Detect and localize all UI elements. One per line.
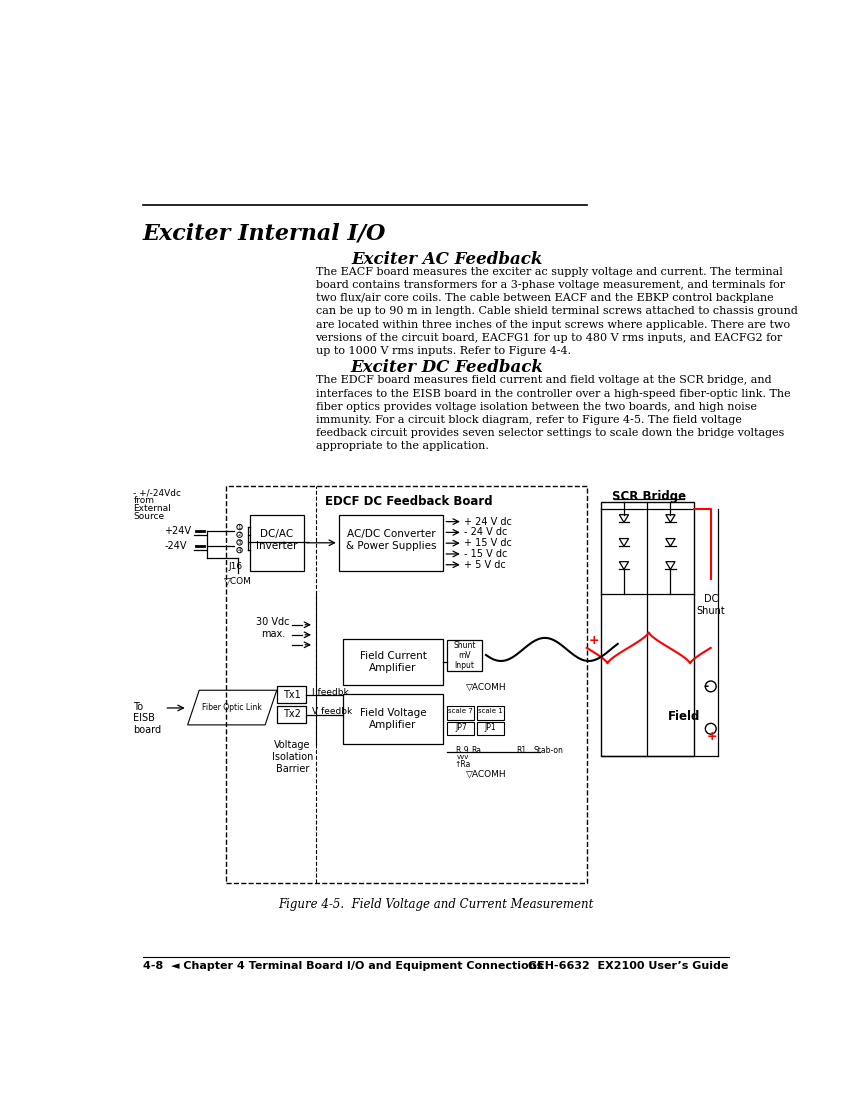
Text: + 5 V dc: + 5 V dc <box>464 560 506 570</box>
Text: 1: 1 <box>238 525 241 529</box>
Text: -: - <box>703 680 708 693</box>
Text: 30 Vdc
max.: 30 Vdc max. <box>256 617 290 639</box>
Bar <box>250 515 303 571</box>
Text: 4: 4 <box>238 548 241 552</box>
Text: - 24 V dc: - 24 V dc <box>464 527 507 538</box>
Text: DC
Shunt: DC Shunt <box>696 594 725 616</box>
Bar <box>601 502 694 756</box>
Text: 3: 3 <box>238 540 241 544</box>
Text: JP1: JP1 <box>484 724 496 733</box>
Text: V feedbk: V feedbk <box>312 706 352 715</box>
Text: I feedbk: I feedbk <box>312 689 348 697</box>
Text: ▽ACOMH: ▽ACOMH <box>466 682 507 692</box>
Text: Field: Field <box>668 710 700 723</box>
Text: Field Current
Amplifier: Field Current Amplifier <box>360 651 427 672</box>
Text: R1: R1 <box>516 747 526 756</box>
Bar <box>339 515 444 571</box>
Text: Shunt
mV
Input: Shunt mV Input <box>453 640 476 671</box>
Text: +: + <box>588 634 599 647</box>
Text: GEH-6632  EX2100 User’s Guide: GEH-6632 EX2100 User’s Guide <box>528 961 728 971</box>
Text: + 24 V dc: + 24 V dc <box>464 517 513 527</box>
Text: Figure 4-5.  Field Voltage and Current Measurement: Figure 4-5. Field Voltage and Current Me… <box>278 898 593 911</box>
Text: -24V: -24V <box>164 541 187 551</box>
Text: JP7: JP7 <box>455 724 467 733</box>
Text: Fiber Optic Link: Fiber Optic Link <box>202 704 262 713</box>
Text: scale 7: scale 7 <box>449 708 473 714</box>
Text: External: External <box>133 504 171 513</box>
Bar <box>447 722 474 735</box>
Text: Exciter AC Feedback: Exciter AC Feedback <box>352 252 543 268</box>
Bar <box>277 706 306 723</box>
Bar <box>343 694 444 745</box>
Text: - +/-24Vdc: - +/-24Vdc <box>133 488 181 497</box>
Text: AC/DC Converter
& Power Supplies: AC/DC Converter & Power Supplies <box>346 529 436 550</box>
Text: R 9: R 9 <box>456 747 469 756</box>
Text: Tx1: Tx1 <box>282 690 300 700</box>
Bar <box>447 706 474 719</box>
Text: Stab-on: Stab-on <box>533 747 563 756</box>
Text: Ra: Ra <box>471 747 481 756</box>
Text: +24V: +24V <box>164 526 191 536</box>
Text: Tx2: Tx2 <box>282 710 300 719</box>
Text: Field Voltage
Amplifier: Field Voltage Amplifier <box>360 708 427 730</box>
Text: Exciter Internal I/O: Exciter Internal I/O <box>143 223 386 245</box>
Text: 4-8  ◄ Chapter 4 Terminal Board I/O and Equipment Connections: 4-8 ◄ Chapter 4 Terminal Board I/O and E… <box>143 961 543 971</box>
Bar <box>477 722 504 735</box>
Bar <box>226 486 586 882</box>
Bar <box>343 639 444 685</box>
Text: DC/AC
Inverter: DC/AC Inverter <box>256 529 298 550</box>
Text: ▽ACOMH: ▽ACOMH <box>466 770 507 779</box>
Text: vvv: vvv <box>456 755 469 760</box>
Text: + 15 V dc: + 15 V dc <box>464 538 513 548</box>
Text: ↑Ra: ↑Ra <box>455 759 471 769</box>
Text: 2: 2 <box>238 532 241 537</box>
Text: The EACF board measures the exciter ac supply voltage and current. The terminal
: The EACF board measures the exciter ac s… <box>315 267 797 356</box>
Bar <box>447 640 482 671</box>
Text: scale 1: scale 1 <box>478 708 502 714</box>
Text: Exciter DC Feedback: Exciter DC Feedback <box>351 359 544 376</box>
Text: Source: Source <box>133 512 165 520</box>
Text: ▽COM: ▽COM <box>224 578 252 586</box>
Bar <box>477 706 504 719</box>
Text: The EDCF board measures field current and field voltage at the SCR bridge, and
i: The EDCF board measures field current an… <box>315 375 790 451</box>
Text: J16: J16 <box>229 562 243 571</box>
Text: To
EISB
board: To EISB board <box>133 702 162 735</box>
Text: EDCF DC Feedback Board: EDCF DC Feedback Board <box>325 495 492 508</box>
Text: +: + <box>707 730 717 743</box>
Text: Voltage
Isolation
Barrier: Voltage Isolation Barrier <box>271 740 313 773</box>
Text: from: from <box>133 496 155 505</box>
Bar <box>277 686 306 703</box>
Text: - 15 V dc: - 15 V dc <box>464 549 507 559</box>
Text: SCR Bridge: SCR Bridge <box>612 491 686 503</box>
